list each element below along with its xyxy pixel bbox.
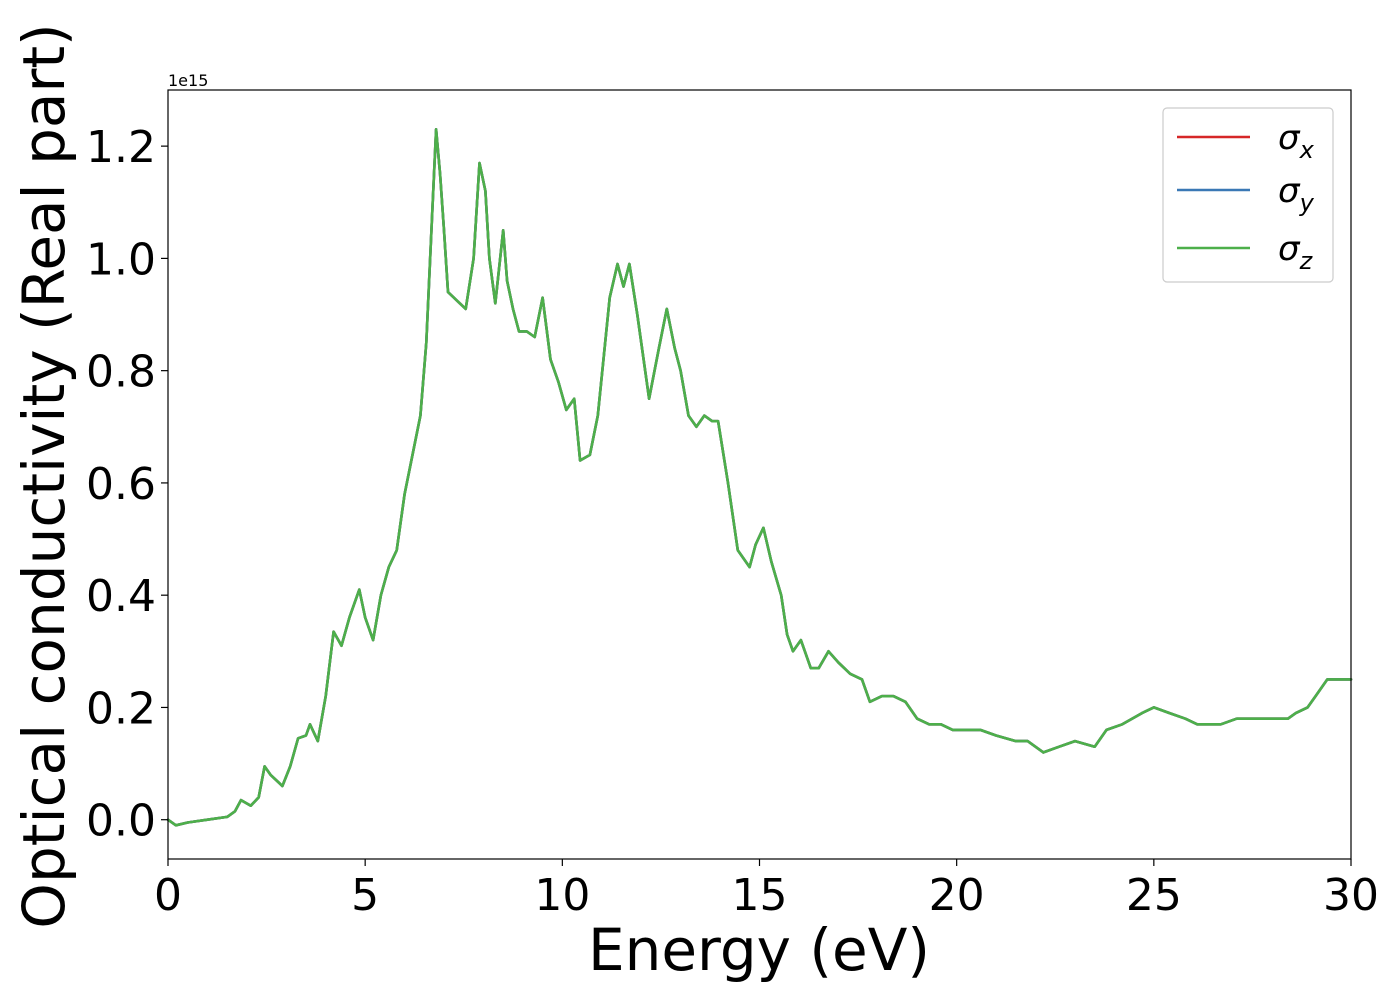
y-tick-label: 0.4 [86, 571, 156, 622]
x-tick-label: 25 [1126, 870, 1182, 921]
x-tick-label: 20 [929, 870, 985, 921]
y-tick-label: 1.0 [86, 234, 156, 285]
plot-lines [166, 128, 1353, 827]
y-tick-label: 0.8 [86, 347, 156, 398]
y-tick-label: 0.0 [86, 796, 156, 847]
x-tick-label: 0 [154, 870, 182, 921]
y-tick-label: 0.6 [86, 459, 156, 510]
x-tick-label: 15 [732, 870, 788, 921]
y-axis-label: Optical conductivity (Real part) [10, 23, 78, 928]
legend-box [1162, 107, 1334, 283]
x-tick-label: 30 [1323, 870, 1379, 921]
x-axis-label: Energy (eV) [588, 916, 930, 984]
legend-label-z: σz [1278, 229, 1314, 275]
y-axis-ticks: 0.0 0.2 0.4 0.6 0.8 1.0 1.2 [86, 122, 168, 847]
y-multiplier-label: 1e15 [168, 71, 208, 90]
y-tick-label: 1.2 [86, 122, 156, 173]
x-axis-ticks: 0 5 10 15 20 25 30 [154, 859, 1379, 921]
x-tick-label: 10 [534, 870, 590, 921]
x-tick-label: 5 [351, 870, 379, 921]
y-tick-label: 0.2 [86, 683, 156, 734]
series-line-z [166, 128, 1353, 827]
